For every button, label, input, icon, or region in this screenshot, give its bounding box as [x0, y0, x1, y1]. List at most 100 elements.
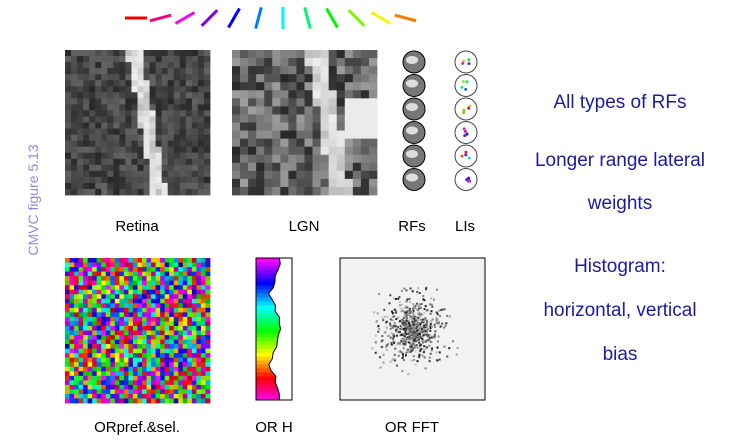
- pixel: [77, 110, 83, 116]
- pixel: [162, 56, 168, 62]
- fft-dot: [390, 337, 392, 339]
- pixel: [95, 110, 101, 116]
- or-pixel: [138, 376, 143, 381]
- pixel: [264, 106, 272, 114]
- pixel: [288, 90, 296, 98]
- or-pixel: [187, 362, 192, 367]
- pixel: [198, 86, 204, 92]
- panel-label: LGN: [289, 218, 320, 235]
- or-pixel: [201, 303, 206, 308]
- pixel: [180, 171, 186, 177]
- or-pixel: [156, 303, 161, 308]
- pixel: [150, 92, 156, 98]
- pixel: [156, 98, 162, 104]
- or-pixel: [156, 367, 161, 372]
- fft-dot: [391, 332, 393, 334]
- pixel: [264, 74, 272, 82]
- fft-dot: [393, 315, 395, 317]
- fft-dot: [386, 321, 388, 323]
- pixel: [180, 68, 186, 74]
- pixel: [232, 82, 240, 90]
- fft-dot: [412, 316, 414, 318]
- pixel: [288, 131, 296, 139]
- or-pixel: [65, 272, 70, 277]
- pixel: [180, 123, 186, 129]
- or-pixel: [88, 362, 93, 367]
- or-pixel: [201, 299, 206, 304]
- or-pixel: [88, 276, 93, 281]
- or-pixel: [201, 294, 206, 299]
- or-pixel: [115, 362, 120, 367]
- fft-dot: [413, 347, 415, 349]
- pixel: [198, 189, 204, 195]
- pixel: [272, 114, 280, 122]
- or-pixel: [138, 385, 143, 390]
- pixel: [125, 159, 131, 165]
- or-pixel: [74, 290, 79, 295]
- fft-dot: [409, 336, 411, 338]
- fft-dot: [411, 360, 413, 362]
- or-pixel: [187, 353, 192, 358]
- fft-dot: [417, 317, 419, 319]
- pixel: [232, 74, 240, 82]
- pixel: [174, 86, 180, 92]
- pixel: [353, 171, 361, 179]
- pixel: [305, 179, 313, 187]
- pixel: [101, 104, 107, 110]
- pixel: [107, 50, 113, 56]
- pixel: [131, 141, 137, 147]
- pixel: [198, 123, 204, 129]
- or-pixel: [79, 294, 84, 299]
- pixel: [353, 155, 361, 163]
- or-pixel: [156, 340, 161, 345]
- fft-dot: [407, 330, 409, 332]
- pixel: [192, 123, 198, 129]
- or-pixel: [92, 358, 97, 363]
- or-pixel: [79, 335, 84, 340]
- or-pixel: [174, 371, 179, 376]
- or-pixel: [174, 394, 179, 399]
- pixel: [321, 106, 329, 114]
- pixel: [144, 135, 150, 141]
- or-pixel: [133, 303, 138, 308]
- or-pixel: [92, 276, 97, 281]
- or-pixel: [178, 349, 183, 354]
- or-pixel: [88, 340, 93, 345]
- or-pixel: [160, 335, 165, 340]
- fft-dot: [413, 308, 415, 310]
- or-pixel: [205, 290, 210, 295]
- or-pixel: [165, 394, 170, 399]
- or-pixel: [65, 398, 70, 403]
- or-pixel: [74, 331, 79, 336]
- or-pixel: [174, 344, 179, 349]
- or-pixel: [196, 335, 201, 340]
- pixel: [162, 62, 168, 68]
- or-pixel: [70, 272, 75, 277]
- pixel: [186, 86, 192, 92]
- pixel: [353, 58, 361, 66]
- fft-dot: [403, 334, 405, 336]
- pixel: [125, 98, 131, 104]
- or-pixel: [115, 344, 120, 349]
- or-pixel: [119, 321, 124, 326]
- or-pixel: [138, 263, 143, 268]
- pixel: [180, 116, 186, 122]
- pixel: [264, 114, 272, 122]
- or-pixel: [205, 317, 210, 322]
- or-pixel: [115, 312, 120, 317]
- pixel: [180, 98, 186, 104]
- pixel: [180, 104, 186, 110]
- or-pixel: [169, 335, 174, 340]
- pixel: [248, 58, 256, 66]
- pixel: [296, 66, 304, 74]
- or-pixel: [119, 294, 124, 299]
- pixel: [345, 147, 353, 155]
- fft-dot: [418, 355, 420, 357]
- pixel: [168, 74, 174, 80]
- fft-dot: [436, 322, 438, 324]
- pixel: [150, 104, 156, 110]
- or-pixel: [74, 389, 79, 394]
- or-pixel: [106, 308, 111, 313]
- or-pixel: [151, 276, 156, 281]
- pixel: [125, 171, 131, 177]
